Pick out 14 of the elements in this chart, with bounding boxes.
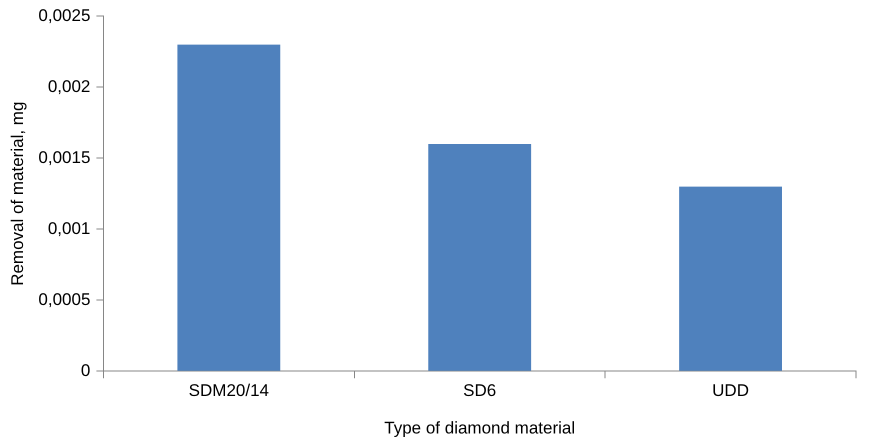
bar [428,144,532,371]
y-tick-label: 0,0015 [38,148,90,167]
x-axis-title: Type of diamond material [384,418,576,438]
y-tick-label: 0,0025 [38,6,90,25]
y-tick-label: 0,001 [48,218,90,238]
y-tick-label: 0,002 [48,76,90,96]
y-tick-label: 0 [80,360,90,380]
y-axis-title: Removal of material, mg [8,102,27,286]
bar [679,186,782,371]
x-tick-label: SDM20/14 [188,381,269,400]
bar [177,44,280,371]
x-tick-label: UDD [712,381,749,400]
y-tick-label: 0,0005 [38,290,90,309]
x-tick-label: SD6 [463,381,496,400]
